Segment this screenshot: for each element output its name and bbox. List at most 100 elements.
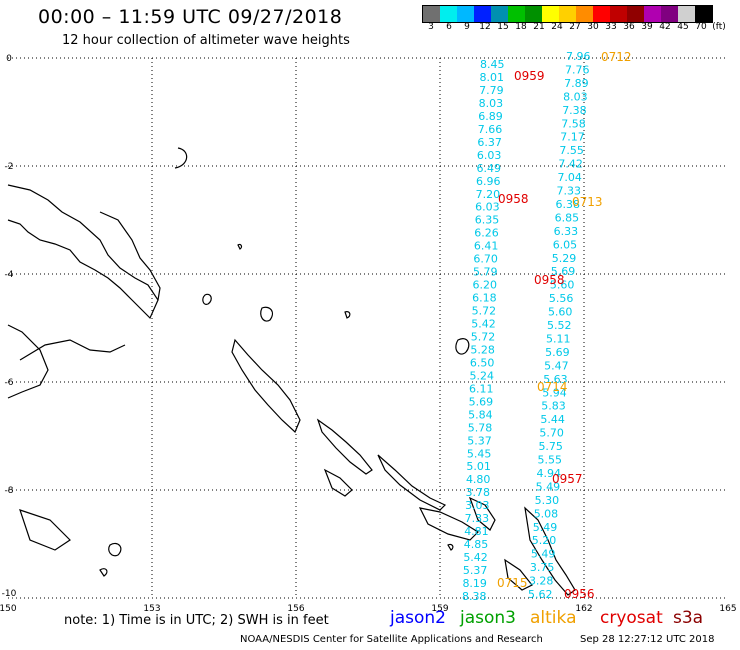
wave-height-value: 5.08 xyxy=(534,507,559,520)
color-swatch xyxy=(644,6,661,22)
malaita-coast xyxy=(468,496,496,531)
wave-height-value: 6.70 xyxy=(473,253,498,266)
wave-height-value: 8.38 xyxy=(462,590,487,603)
wave-height-value: 5.29 xyxy=(552,252,577,265)
axis-labels: 150 153 156 159 162 165 0 -2 -4 -6 -8 -10 xyxy=(0,54,737,614)
color-swatch xyxy=(525,6,542,22)
wave-height-value: 7.55 xyxy=(559,144,584,157)
color-scale-label: 30 xyxy=(587,22,599,32)
makira-coast xyxy=(524,506,576,596)
wave-height-value: 7.33 xyxy=(557,185,582,198)
wave-height-value: 7.42 xyxy=(558,158,583,171)
color-swatch xyxy=(559,6,576,22)
wave-height-value: 7.76 xyxy=(565,63,590,76)
wave-height-value: 5.37 xyxy=(463,564,488,577)
generation-timestamp: Sep 28 12:27:12 UTC 2018 xyxy=(580,634,715,645)
papua-peninsula-coast xyxy=(7,324,49,399)
wave-height-value: 7.58 xyxy=(561,117,586,130)
color-swatch xyxy=(508,6,525,22)
footnote: note: 1) Time is in UTC; 2) SWH is in fe… xyxy=(64,613,329,628)
color-scale-label: 6 xyxy=(446,22,452,32)
wave-height-value: 4.94 xyxy=(537,467,562,480)
bougainville-coast xyxy=(231,338,301,434)
wave-height-value: 8.03 xyxy=(479,97,504,110)
wave-height-value: 6.03 xyxy=(477,149,502,162)
wave-height-value: 7.38 xyxy=(562,104,587,117)
wave-height-value: 5.01 xyxy=(466,460,491,473)
pass-time-label: 0959 xyxy=(514,69,545,83)
wave-height-value: 5.42 xyxy=(463,551,488,564)
color-scale-label: 12 xyxy=(479,22,491,32)
color-scale-label: 9 xyxy=(464,22,470,32)
island-6 xyxy=(19,509,71,551)
wave-height-value: 5.42 xyxy=(471,318,496,331)
wave-height-value: 5.60 xyxy=(550,279,575,292)
lon-tick-label: 159 xyxy=(431,604,448,614)
lat-tick-label: 0 xyxy=(6,54,12,64)
wave-height-value: 5.60 xyxy=(548,306,573,319)
wave-height-value: 5.69 xyxy=(469,395,494,408)
lat-tick-label: -2 xyxy=(5,162,14,172)
island-4 xyxy=(344,311,351,319)
wave-height-value: 5.63 xyxy=(543,373,568,386)
satellite-legend-item: altika xyxy=(530,608,577,628)
lon-tick-label: 153 xyxy=(143,604,160,614)
wave-height-value: 5.45 xyxy=(467,447,492,460)
wave-height-value: 5.72 xyxy=(472,305,497,318)
lat-tick-label: -4 xyxy=(5,270,14,280)
color-scale-label: 42 xyxy=(659,22,671,32)
pass-time-label: 0714 xyxy=(537,380,568,394)
wave-height-value: 5.20 xyxy=(532,534,557,547)
chart-title: 00:00 – 11:59 UTC 09/27/2018 xyxy=(38,6,343,28)
wave-height-value: 6.20 xyxy=(473,279,498,292)
color-swatch xyxy=(423,6,440,22)
wave-height-value: 6.26 xyxy=(474,227,499,240)
wave-height-value: 4.85 xyxy=(464,538,489,551)
wave-height-value: 3.03 xyxy=(465,499,490,512)
wave-height-value: 7.17 xyxy=(560,131,585,144)
wave-height-value: 6.37 xyxy=(477,136,502,149)
wave-height-value: 5.30 xyxy=(535,494,560,507)
wave-height-value: 6.33 xyxy=(554,225,579,238)
wave-height-value: 5.55 xyxy=(538,454,563,467)
wave-height-value: 5.49 xyxy=(533,521,558,534)
color-scale-label: (ft) xyxy=(712,22,726,32)
new-guinea-coast xyxy=(7,184,159,320)
choiseul-coast xyxy=(316,418,373,475)
pass-time-label: 0957 xyxy=(552,472,583,486)
island-8 xyxy=(447,543,454,551)
wave-height-value: 5.78 xyxy=(468,421,493,434)
new-britain-coast xyxy=(99,211,161,301)
color-scale-labels: 3 6 9 12 15 18 21 24 27 30 33 36 39 42 45 70 (ft) xyxy=(422,22,728,36)
island-3 xyxy=(202,293,212,305)
pass-time-label: 0712 xyxy=(601,50,632,64)
satellite-legend-item: s3a xyxy=(673,608,704,628)
color-swatch xyxy=(678,6,695,22)
wave-height-value: 6.89 xyxy=(478,110,503,123)
wave-height-value: 6.50 xyxy=(470,356,495,369)
wave-height-value: 3.78 xyxy=(466,486,491,499)
wave-height-value: 4.80 xyxy=(466,473,491,486)
color-swatch xyxy=(491,6,508,22)
wave-height-value: 3.28 xyxy=(529,575,554,588)
wave-height-value: 5.79 xyxy=(473,266,498,279)
coastline xyxy=(7,147,576,596)
lat-tick-label: -6 xyxy=(5,378,14,388)
wave-height-value: 5.28 xyxy=(470,343,495,356)
color-scale-label: 45 xyxy=(677,22,689,32)
wave-height-value: 5.37 xyxy=(467,434,492,447)
wave-height-value: 5.49 xyxy=(536,480,561,493)
island-2 xyxy=(260,306,274,322)
wave-height-value: 7.04 xyxy=(557,171,582,184)
wave-height-value: 6.85 xyxy=(555,211,580,224)
wave-height-value: 8.01 xyxy=(480,71,505,84)
pass-time-label: 0715 xyxy=(497,576,528,590)
pass-time-label: 0713 xyxy=(572,195,603,209)
color-swatch xyxy=(542,6,559,22)
color-swatch xyxy=(440,6,457,22)
color-swatch xyxy=(695,6,712,22)
wave-height-value: 6.03 xyxy=(475,201,500,214)
color-scale-label: 3 xyxy=(428,22,434,32)
wave-height-value: 5.83 xyxy=(541,400,566,413)
